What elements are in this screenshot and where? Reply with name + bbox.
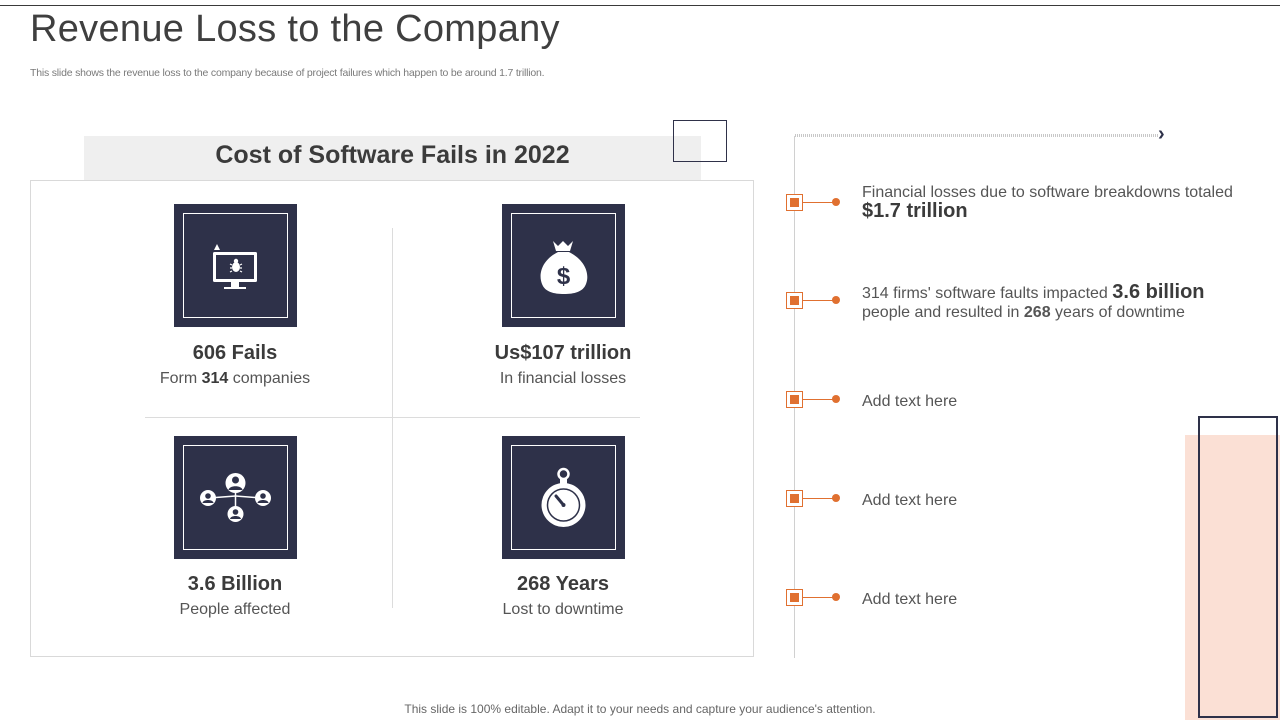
timeline-item-2: 314 firms' software faults impacted 3.6 …	[862, 281, 1205, 321]
stat-value: 606 Fails	[192, 342, 278, 364]
timeline-marker	[786, 391, 803, 408]
stats-panel	[30, 180, 754, 657]
stat-label: Form 314 companies	[159, 370, 311, 387]
timeline-marker	[786, 292, 803, 309]
stat-value: 3.6 Billion	[187, 573, 283, 595]
panel-heading-box	[84, 136, 701, 180]
timeline-connector	[803, 597, 836, 598]
timeline-connector	[803, 399, 836, 400]
timeline-connector	[803, 498, 836, 499]
decorative-navy-frame	[1198, 416, 1278, 718]
stat-tile-fails	[174, 204, 297, 327]
money-bag-icon: $	[540, 241, 588, 294]
decorative-square	[673, 120, 727, 162]
top-rule	[0, 5, 1280, 6]
timeline-marker	[786, 490, 803, 507]
stat-label: In financial losses	[499, 370, 627, 387]
timeline-item-1: Financial losses due to software breakdo…	[862, 184, 1233, 222]
stat-label: People affected	[179, 601, 291, 618]
timeline-dot	[832, 593, 840, 601]
timeline-marker	[786, 194, 803, 211]
panel-vertical-divider	[392, 228, 393, 608]
stat-tile-people	[174, 436, 297, 559]
timeline-connector	[803, 202, 836, 203]
network-people-icon	[200, 473, 271, 522]
chevron-right-icon: ›	[1158, 123, 1165, 145]
stat-tile-downtime	[502, 436, 625, 559]
timeline-dot	[832, 296, 840, 304]
timeline-dot	[832, 198, 840, 206]
monitor-bug-icon	[213, 244, 257, 289]
timeline-connector	[803, 300, 836, 301]
stat-label: Lost to downtime	[502, 601, 624, 618]
decorative-peach-block	[1185, 435, 1280, 720]
timeline-dotted-rule	[795, 134, 1159, 137]
footer-note: This slide is 100% editable. Adapt it to…	[404, 702, 876, 716]
stat-value: 268 Years	[517, 573, 609, 595]
timeline-item-5: Add text here	[862, 591, 958, 608]
panel-heading: Cost of Software Fails in 2022	[215, 141, 570, 169]
timeline-item-4: Add text here	[862, 492, 958, 509]
stat-tile-losses: $	[502, 204, 625, 327]
page-title: Revenue Loss to the Company	[30, 8, 560, 50]
panel-horizontal-divider	[145, 417, 640, 418]
svg-text:$: $	[557, 263, 571, 290]
timeline-dot	[832, 494, 840, 502]
timeline-dot	[832, 395, 840, 403]
page-subtitle: This slide shows the revenue loss to the…	[30, 67, 545, 79]
timeline-item-3: Add text here	[862, 393, 958, 410]
stopwatch-icon	[541, 467, 586, 527]
stat-value: Us$107 trillion	[494, 342, 632, 364]
timeline-marker	[786, 589, 803, 606]
